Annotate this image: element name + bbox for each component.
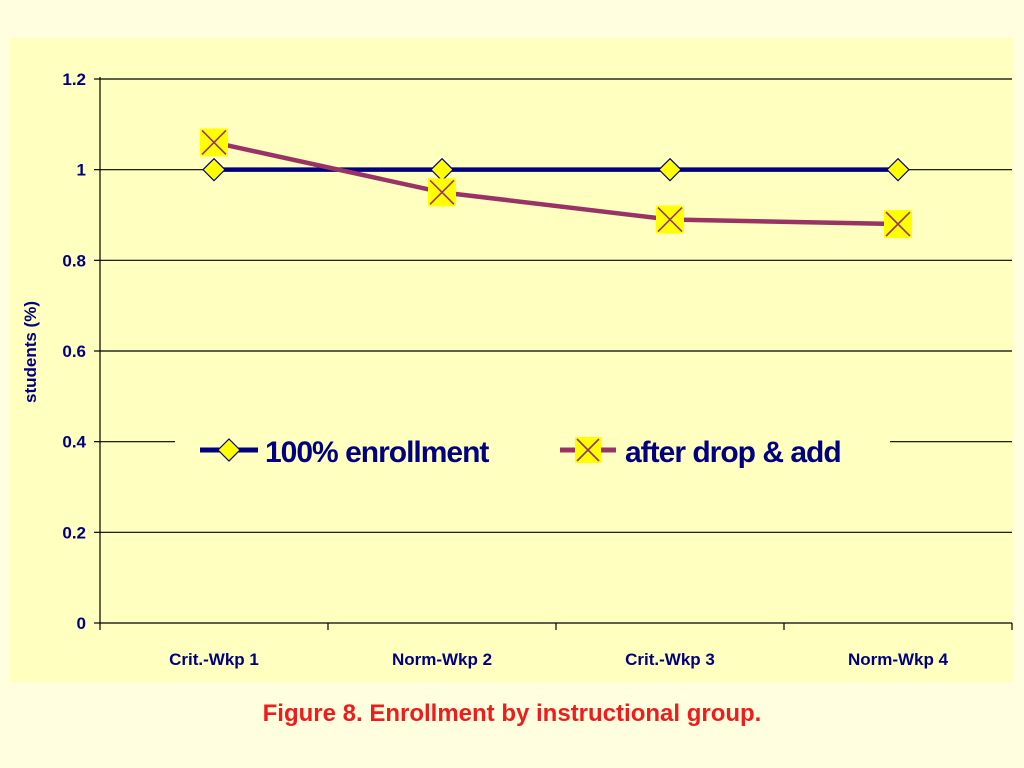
- y-tick-label: 0.8: [62, 251, 86, 270]
- y-tick-label: 1.2: [62, 70, 86, 89]
- axes: [94, 77, 1013, 630]
- y-axis-label: students (%): [21, 301, 40, 403]
- figure-caption: Figure 8. Enrollment by instructional gr…: [262, 700, 762, 727]
- data-point-x: [884, 210, 912, 239]
- x-tick-label: Crit.-Wkp 1: [169, 650, 259, 669]
- data-point-diamond: [202, 157, 226, 182]
- x-tick-label: Norm-Wkp 2: [392, 650, 492, 669]
- x-tick-label: Crit.-Wkp 3: [625, 650, 715, 669]
- data-point-x: [200, 128, 228, 157]
- plot-area-background: [10, 38, 1014, 682]
- x-tick-label: Norm-Wkp 4: [848, 650, 949, 669]
- legend-label: 100% enrollment: [265, 436, 489, 469]
- y-tick-label: 0.4: [62, 433, 86, 452]
- legend-marker-diamond: [217, 438, 241, 462]
- x-tick-labels: Crit.-Wkp 1 Norm-Wkp 2 Crit.-Wkp 3 Norm-Wkp…: [169, 650, 948, 669]
- y-tick-labels: 0 0.2 0.4 0.6 0.8 1 1.2: [62, 70, 86, 633]
- legend: 100% enrollment after drop & add: [200, 436, 842, 469]
- data-point-diamond: [886, 157, 910, 182]
- legend-label: after drop & add: [625, 436, 841, 469]
- y-tick-label: 0: [77, 614, 86, 633]
- y-tick-label: 0.2: [62, 523, 86, 542]
- legend-marker-x: [575, 437, 601, 463]
- legend-box: [175, 420, 890, 480]
- series-line-2: [213, 140, 899, 227]
- series-layer: [200, 128, 912, 239]
- y-tick-label: 0.6: [62, 342, 86, 361]
- data-point-x: [428, 178, 456, 207]
- data-point-x: [656, 205, 684, 234]
- y-tick-label: 1: [77, 161, 86, 180]
- data-point-diamond: [658, 157, 682, 182]
